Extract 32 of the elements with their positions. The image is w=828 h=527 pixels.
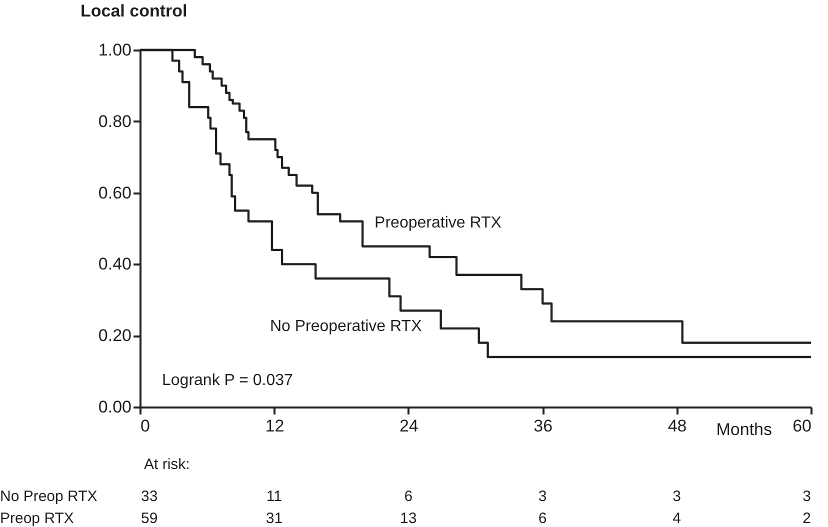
y-tick-label: 0.80 xyxy=(98,112,132,131)
series-label: Preoperative RTX xyxy=(374,214,502,232)
text: 4 xyxy=(672,510,681,527)
y-tick-label: 0.20 xyxy=(98,326,132,346)
text: 11 xyxy=(266,488,282,505)
text: 2 xyxy=(802,510,811,527)
x-tick-label: 36 xyxy=(534,416,553,436)
text: At risk: xyxy=(144,456,190,473)
text: 3 xyxy=(802,488,811,505)
text: 3 xyxy=(672,488,681,505)
text: 3 xyxy=(538,488,547,505)
text: 6 xyxy=(404,488,413,505)
annotation: Logrank P = 0.037 xyxy=(162,372,294,389)
text: 59 xyxy=(141,510,158,527)
y-tick-label: 1.00 xyxy=(98,40,132,60)
y-tick-label: 0.60 xyxy=(98,183,132,202)
text: Preop RTX xyxy=(0,510,74,527)
text: 31 xyxy=(266,510,283,527)
series-label: No Preoperative RTX xyxy=(270,318,422,335)
text: No Preop RTX xyxy=(0,488,98,505)
text: 13 xyxy=(400,510,417,527)
x-tick-label: 0 xyxy=(140,416,150,436)
y-tick-label: 0.00 xyxy=(98,398,132,416)
x-tick-label: 48 xyxy=(668,416,687,436)
y-tick-label: 0.40 xyxy=(98,254,132,274)
x-axis-title: Months xyxy=(716,420,772,439)
x-tick-label: 24 xyxy=(399,416,418,436)
y-axis-title: Local control xyxy=(80,2,188,20)
x-tick-label: 60 xyxy=(792,416,812,436)
x-tick-label: 12 xyxy=(265,416,284,436)
text: 6 xyxy=(538,510,547,527)
text: 33 xyxy=(141,488,158,505)
